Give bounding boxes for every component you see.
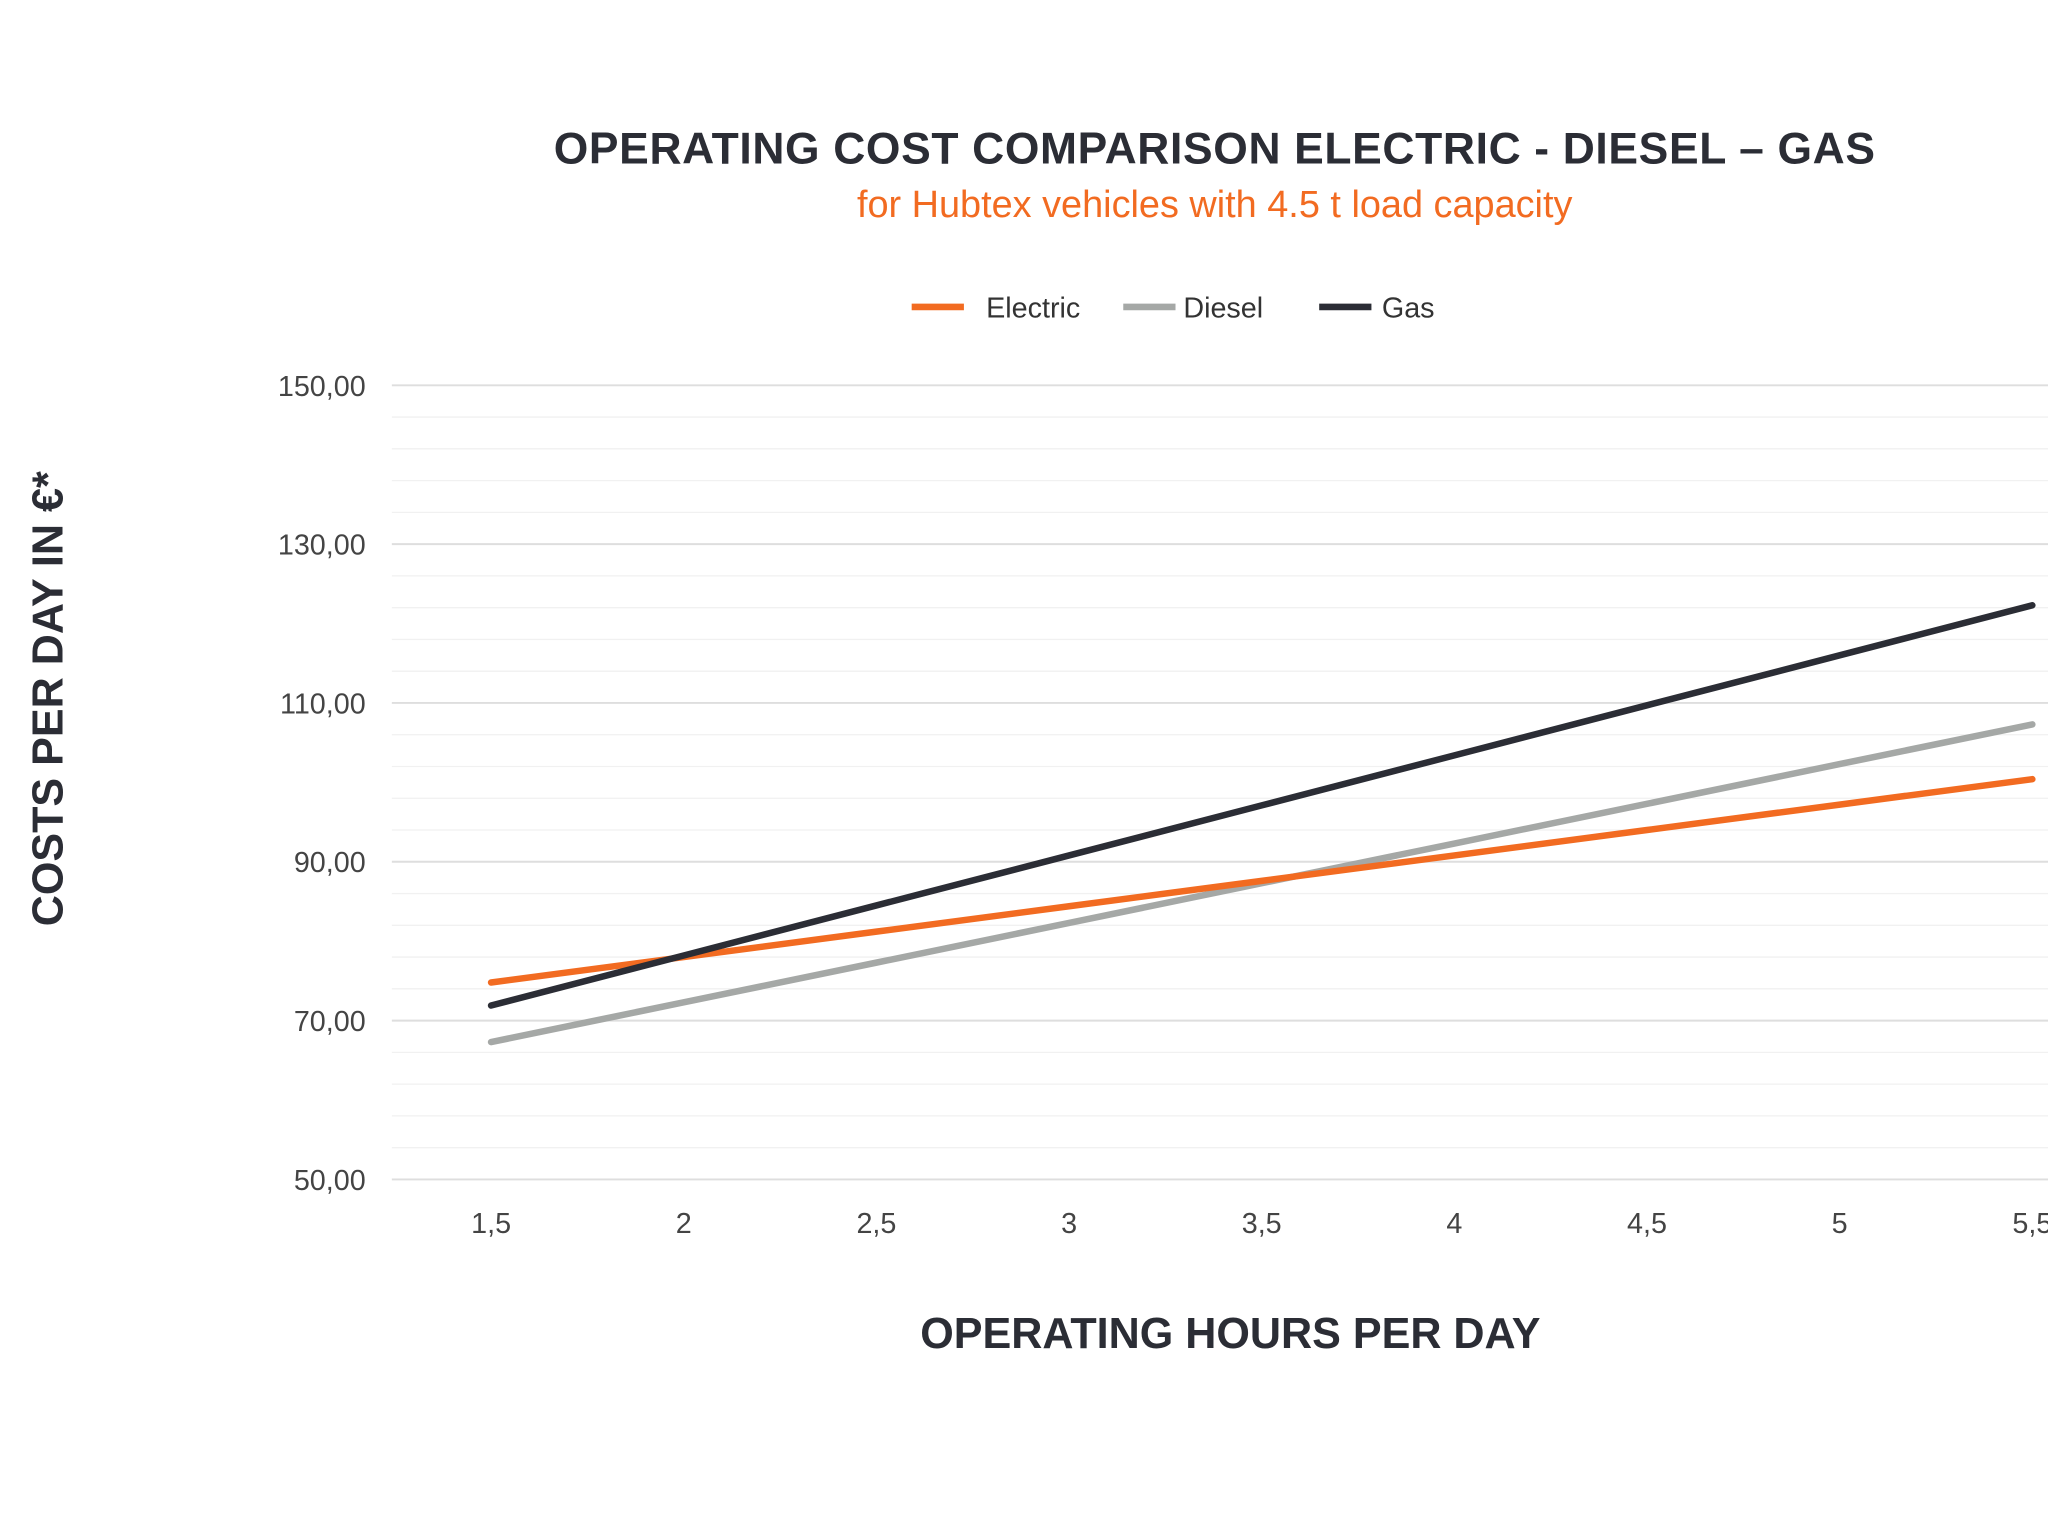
chart-subtitle: for Hubtex vehicles with 4.5 t load capa… — [857, 184, 1573, 226]
y-axis-title: COSTS PER DAY IN €* — [25, 471, 73, 926]
gridlines — [391, 384, 2048, 1181]
y-tick-label: 150,00 — [278, 371, 366, 403]
x-tick-label: 2 — [676, 1208, 692, 1240]
y-tick-label: 130,00 — [278, 530, 366, 562]
legend: Electric Diesel Gas — [911, 292, 1435, 324]
series-lines — [487, 602, 2036, 1046]
y-tick-label: 110,00 — [280, 688, 366, 720]
x-axis-title: OPERATING HOURS PER DAY — [920, 1310, 1540, 1358]
legend-label-diesel: Diesel — [1183, 292, 1263, 324]
chart-title: OPERATING COST COMPARISON ELECTRIC - DIE… — [554, 124, 1876, 173]
y-tick-label: 50,00 — [294, 1165, 366, 1197]
y-tick-label: 70,00 — [294, 1006, 366, 1038]
series-line-electric — [487, 775, 2036, 986]
series-line-gas — [487, 602, 2036, 1009]
x-tick-label: 3,5 — [1242, 1208, 1282, 1240]
legend-label-gas: Gas — [1382, 292, 1435, 324]
x-tick-label: 3 — [1061, 1208, 1077, 1240]
legend-label-electric: Electric — [986, 292, 1080, 324]
x-tick-label: 5,5 — [2012, 1208, 2048, 1240]
x-tick-label: 2,5 — [856, 1208, 896, 1240]
x-axis-ticks: 1,5 2 2,5 3 3,5 4 4,5 5 5,5 — [471, 1208, 2048, 1240]
x-tick-label: 4 — [1446, 1208, 1462, 1240]
y-axis-ticks: 50,00 70,00 90,00 110,00 130,00 150,00 — [278, 371, 366, 1197]
x-tick-label: 1,5 — [471, 1208, 511, 1240]
x-tick-label: 5 — [1832, 1208, 1848, 1240]
x-tick-label: 4,5 — [1627, 1208, 1667, 1240]
y-tick-label: 90,00 — [294, 847, 366, 879]
